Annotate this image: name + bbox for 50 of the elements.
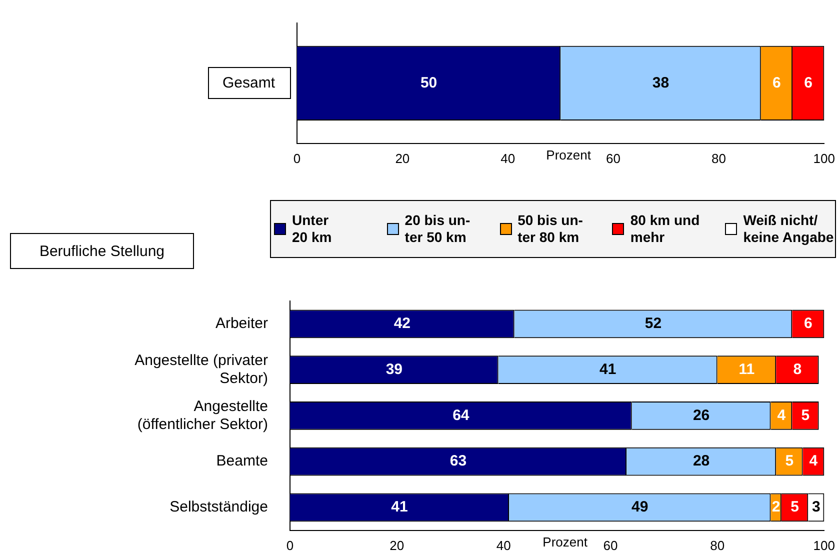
x-tick-label: 80 bbox=[710, 538, 725, 553]
data-label: 6 bbox=[772, 74, 781, 92]
x-tick-label: 100 bbox=[813, 538, 836, 553]
data-label: 5 bbox=[790, 498, 799, 516]
data-label: 64 bbox=[452, 406, 470, 424]
x-tick-label: 60 bbox=[606, 150, 621, 166]
x-tick-label: 20 bbox=[390, 538, 404, 553]
data-label: 3 bbox=[812, 498, 820, 516]
data-label: 28 bbox=[692, 452, 710, 470]
legend-label: 80 km und mehr bbox=[630, 212, 700, 246]
x-tick-label: 40 bbox=[496, 538, 511, 553]
data-label: 4 bbox=[777, 406, 786, 424]
x-tick-label: 80 bbox=[711, 150, 726, 166]
data-label: 11 bbox=[738, 360, 755, 378]
data-label: 50 bbox=[420, 74, 438, 92]
data-label: 42 bbox=[394, 315, 411, 332]
y-tick-label: Arbeiter bbox=[215, 315, 268, 332]
data-label: 52 bbox=[644, 315, 662, 332]
x-axis-title: Prozent bbox=[542, 534, 588, 550]
y-axis-title: Berufliche Stellung bbox=[10, 233, 194, 269]
x-tick-label: 0 bbox=[293, 150, 301, 166]
data-label: 39 bbox=[386, 360, 403, 378]
x-tick-label: 40 bbox=[500, 150, 516, 166]
data-label: 41 bbox=[391, 498, 408, 516]
data-label: 63 bbox=[450, 452, 467, 470]
data-label: 5 bbox=[801, 406, 810, 424]
y-tick-label: Angestellte (öffentlicher Sektor) bbox=[137, 398, 268, 433]
y-tick-label: Selbstständige bbox=[170, 498, 268, 516]
data-label: 41 bbox=[599, 360, 616, 378]
x-tick-label: 0 bbox=[286, 538, 294, 553]
x-tick-label: 20 bbox=[395, 150, 410, 166]
data-label: 4 bbox=[809, 452, 818, 470]
legend-label: 20 bis un- ter 50 km bbox=[404, 212, 470, 246]
x-axis-title: Prozent bbox=[546, 147, 592, 162]
data-label: 38 bbox=[652, 74, 670, 92]
data-label: 5 bbox=[785, 452, 794, 470]
y-tick-label: Beamte bbox=[216, 452, 268, 470]
data-label: 6 bbox=[804, 74, 813, 92]
legend-label: 50 bis un- ter 80 km bbox=[518, 212, 583, 246]
data-label: 26 bbox=[692, 406, 710, 424]
data-label: 8 bbox=[793, 360, 802, 378]
y-tick-label: Angestellte (privater Sektor) bbox=[134, 352, 268, 387]
legend-label: Unter 20 km bbox=[292, 212, 332, 246]
data-label: 2 bbox=[772, 498, 780, 516]
x-tick-label: 100 bbox=[813, 150, 836, 166]
legend-label: Weiß nicht/ keine Angabe bbox=[743, 212, 834, 246]
data-label: 6 bbox=[804, 315, 812, 332]
x-tick-label: 60 bbox=[603, 538, 618, 553]
y-tick-label: Gesamt bbox=[222, 74, 276, 92]
data-label: 49 bbox=[632, 498, 648, 516]
